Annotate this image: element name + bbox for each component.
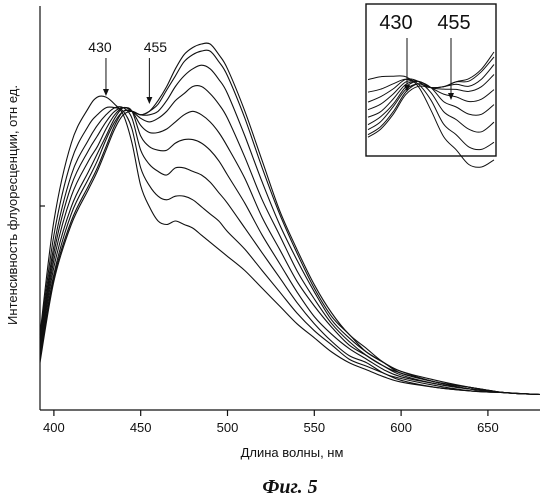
figure-caption: Фиг. 5: [262, 476, 317, 498]
x-tick-label: 550: [303, 420, 325, 435]
annotation-455-label: 455: [144, 39, 168, 55]
x-ticks: 400 450 500 550 600 650: [43, 410, 499, 435]
x-axis-label: Длина волны, нм: [241, 445, 344, 460]
y-axis-label: Интенсивность флуоресценции, отн ед.: [5, 85, 20, 325]
inset-panel: 430 455: [366, 4, 496, 167]
x-tick-label: 400: [43, 420, 65, 435]
x-tick-label: 450: [130, 420, 152, 435]
arrow-455-head: [146, 97, 152, 104]
x-tick-label: 500: [217, 420, 239, 435]
inset-label-430: 430: [379, 12, 412, 34]
x-tick-label: 600: [390, 420, 412, 435]
x-tick-label: 650: [477, 420, 499, 435]
inset-label-455: 455: [437, 12, 470, 34]
peak-annotations: 430 455: [88, 39, 167, 104]
annotation-430-label: 430: [88, 39, 112, 55]
arrow-430-head: [103, 89, 109, 96]
